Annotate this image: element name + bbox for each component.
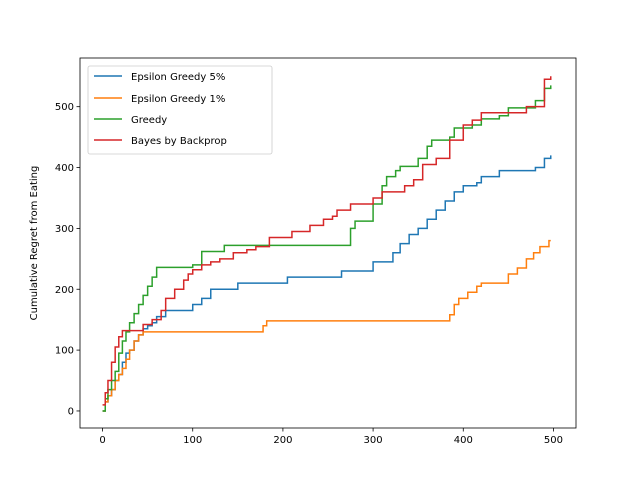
legend: Epsilon Greedy 5% Epsilon Greedy 1% Gree… <box>87 65 273 155</box>
y-axis-label: Cumulative Regret from Eating <box>29 166 40 321</box>
x-tick-label: 200 <box>273 435 292 446</box>
legend-label: Bayes by Backprop <box>131 136 227 147</box>
plot-frame <box>79 57 577 429</box>
legend-label: Epsilon Greedy 1% <box>131 94 225 105</box>
y-tick-label: 400 <box>55 163 74 174</box>
legend-label: Greedy <box>131 115 167 126</box>
x-tick-label: 300 <box>364 435 383 446</box>
y-tick-label: 0 <box>68 406 74 417</box>
series-lines <box>102 76 552 412</box>
legend-label: Epsilon Greedy 5% <box>131 72 225 83</box>
x-tick-label: 0 <box>99 435 105 446</box>
y-tick-label: 300 <box>55 224 74 235</box>
series-line-0 <box>102 155 552 412</box>
legend-box <box>87 65 273 155</box>
y-tick-label: 200 <box>55 285 74 296</box>
x-tick-label: 500 <box>544 435 563 446</box>
y-axis: 0 100 200 300 400 500 <box>55 102 80 417</box>
x-tick-label: 400 <box>454 435 473 446</box>
series-line-1 <box>102 239 551 412</box>
series-line-3 <box>102 76 552 406</box>
y-tick-label: 100 <box>55 346 74 357</box>
x-axis: 0 100 200 300 400 500 <box>99 428 563 446</box>
y-tick-label: 500 <box>55 102 74 113</box>
x-tick-label: 100 <box>183 435 202 446</box>
